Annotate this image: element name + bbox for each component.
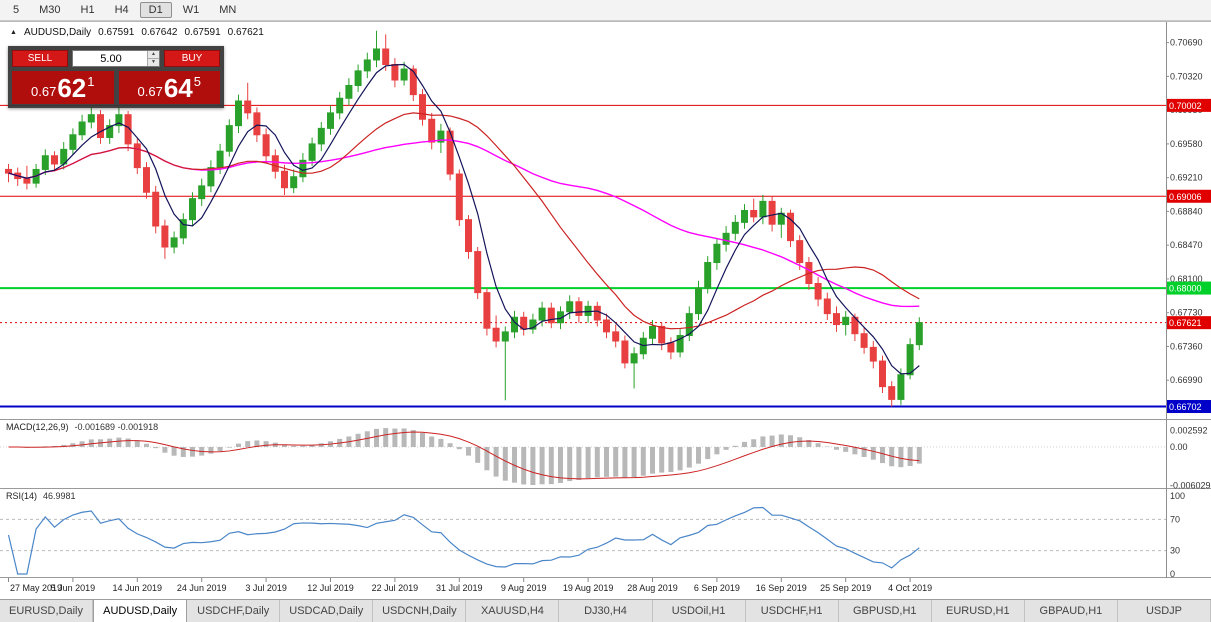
svg-text:100: 100: [1170, 491, 1185, 501]
macd-name: MACD(12,26,9): [6, 422, 69, 432]
svg-text:25 Sep 2019: 25 Sep 2019: [820, 583, 871, 593]
volume-input[interactable]: [73, 51, 159, 66]
timeframe-button-h1[interactable]: H1: [80, 4, 95, 16]
svg-text:0.66702: 0.66702: [1169, 402, 1202, 412]
timeframe-button-h4[interactable]: H4: [114, 4, 129, 16]
svg-text:0.68470: 0.68470: [1170, 240, 1203, 250]
sell-price-main: 62: [57, 72, 87, 103]
one-click-trading-panel: SELL ▲ ▼ BUY 0.67 62 1 0.67 64 5: [8, 46, 224, 108]
timeframe-toolbar: 5 M30 H1 H4 D1 W1 MN: [0, 0, 1211, 21]
svg-text:19 Aug 2019: 19 Aug 2019: [563, 583, 614, 593]
tab-eurusd-h1[interactable]: EURUSD,H1: [931, 600, 1025, 622]
rsi-name: RSI(14): [6, 491, 38, 501]
chart-tabbar: EURUSD,Daily AUDUSD,Daily USDCHF,Daily U…: [0, 599, 1211, 622]
buy-price-display[interactable]: 0.67 64 5: [118, 71, 220, 104]
svg-text:-0.006029: -0.006029: [1170, 480, 1211, 490]
ohlc-low: 0.67591: [184, 27, 221, 38]
timeframe-button-d1[interactable]: D1: [139, 2, 172, 18]
timeframe-button-m5[interactable]: 5: [13, 4, 20, 16]
svg-text:0.70320: 0.70320: [1170, 71, 1203, 81]
tab-gbpaud-h1[interactable]: GBPAUD,H1: [1024, 600, 1118, 622]
tab-usdoil-h1[interactable]: USDOil,H1: [652, 600, 746, 622]
ohlc-high: 0.67642: [141, 27, 178, 38]
symbol-marker-icon: ▲: [10, 29, 17, 36]
sell-price-prefix: 0.67: [31, 84, 57, 99]
svg-text:16 Sep 2019: 16 Sep 2019: [756, 583, 807, 593]
tab-dj30-h4[interactable]: DJ30,H4: [559, 600, 653, 622]
svg-text:30: 30: [1170, 546, 1180, 556]
svg-text:5 Jun 2019: 5 Jun 2019: [51, 583, 96, 593]
tab-xauusd-h4[interactable]: XAUUSD,H4: [466, 600, 560, 622]
buy-button[interactable]: BUY: [164, 50, 220, 67]
svg-text:0.70002: 0.70002: [1169, 101, 1202, 111]
ohlc-open: 0.67591: [98, 27, 135, 38]
svg-text:14 Jun 2019: 14 Jun 2019: [113, 583, 163, 593]
svg-text:31 Jul 2019: 31 Jul 2019: [436, 583, 483, 593]
svg-text:0.66990: 0.66990: [1170, 375, 1203, 385]
svg-text:6 Sep 2019: 6 Sep 2019: [694, 583, 740, 593]
svg-text:70: 70: [1170, 514, 1180, 524]
tab-usdjpy-h1[interactable]: USDJP: [1117, 600, 1211, 622]
buy-price-main: 64: [163, 72, 193, 103]
svg-text:0.69210: 0.69210: [1170, 173, 1203, 183]
tab-audusd-daily[interactable]: AUDUSD,Daily: [93, 599, 188, 622]
volume-spinner: ▲ ▼: [72, 50, 160, 67]
tab-usdchf-h1[interactable]: USDCHF,H1: [745, 600, 839, 622]
svg-text:3 Jul 2019: 3 Jul 2019: [245, 583, 287, 593]
svg-text:27 May 2019: 27 May 2019: [10, 583, 62, 593]
svg-text:0.00: 0.00: [1170, 442, 1188, 452]
macd-indicator-label: MACD(12,26,9) -0.001689 -0.001918: [6, 422, 158, 432]
chart-ohlc-header: ▲ AUDUSD,Daily 0.67591 0.67642 0.67591 0…: [10, 27, 264, 38]
rsi-value: 46.9981: [43, 491, 76, 501]
ohlc-close: 0.67621: [227, 27, 264, 38]
tab-eurusd-daily[interactable]: EURUSD,Daily: [0, 600, 94, 622]
svg-text:0.67621: 0.67621: [1169, 318, 1202, 328]
svg-text:12 Jul 2019: 12 Jul 2019: [307, 583, 354, 593]
macd-values: -0.001689 -0.001918: [74, 422, 159, 432]
tab-gbpusd-h1[interactable]: GBPUSD,H1: [838, 600, 932, 622]
sell-price-pip: 1: [87, 74, 95, 89]
svg-text:9 Aug 2019: 9 Aug 2019: [501, 583, 547, 593]
volume-up-button[interactable]: ▲: [147, 51, 159, 58]
buy-price-pip: 5: [193, 74, 201, 89]
timeframe-button-m30[interactable]: M30: [39, 4, 61, 16]
svg-text:0.68100: 0.68100: [1170, 274, 1203, 284]
tab-usdcad-daily[interactable]: USDCAD,Daily: [280, 600, 374, 622]
svg-text:4 Oct 2019: 4 Oct 2019: [888, 583, 932, 593]
timeframe-button-mn[interactable]: MN: [219, 4, 237, 16]
tab-usdchf-daily[interactable]: USDCHF,Daily: [187, 600, 281, 622]
svg-text:0.68840: 0.68840: [1170, 206, 1203, 216]
tab-usdcnh-daily[interactable]: USDCNH,Daily: [373, 600, 467, 622]
svg-text:0.002592: 0.002592: [1170, 425, 1208, 435]
svg-text:0: 0: [1170, 569, 1175, 579]
svg-text:0.69580: 0.69580: [1170, 139, 1203, 149]
buy-price-prefix: 0.67: [137, 84, 163, 99]
svg-text:0.70690: 0.70690: [1170, 38, 1203, 48]
svg-text:28 Aug 2019: 28 Aug 2019: [627, 583, 678, 593]
svg-text:22 Jul 2019: 22 Jul 2019: [372, 583, 419, 593]
sell-button[interactable]: SELL: [12, 50, 68, 67]
volume-down-button[interactable]: ▼: [147, 58, 159, 66]
svg-text:0.68000: 0.68000: [1169, 284, 1202, 294]
rsi-indicator-label: RSI(14) 46.9981: [6, 491, 76, 501]
timeframe-button-w1[interactable]: W1: [182, 4, 200, 16]
sell-price-display[interactable]: 0.67 62 1: [12, 71, 114, 104]
symbol-name: AUDUSD,Daily: [23, 27, 92, 38]
svg-text:24 Jun 2019: 24 Jun 2019: [177, 583, 227, 593]
svg-text:0.67360: 0.67360: [1170, 341, 1203, 351]
svg-text:0.67730: 0.67730: [1170, 308, 1203, 318]
svg-text:0.69006: 0.69006: [1169, 192, 1202, 202]
